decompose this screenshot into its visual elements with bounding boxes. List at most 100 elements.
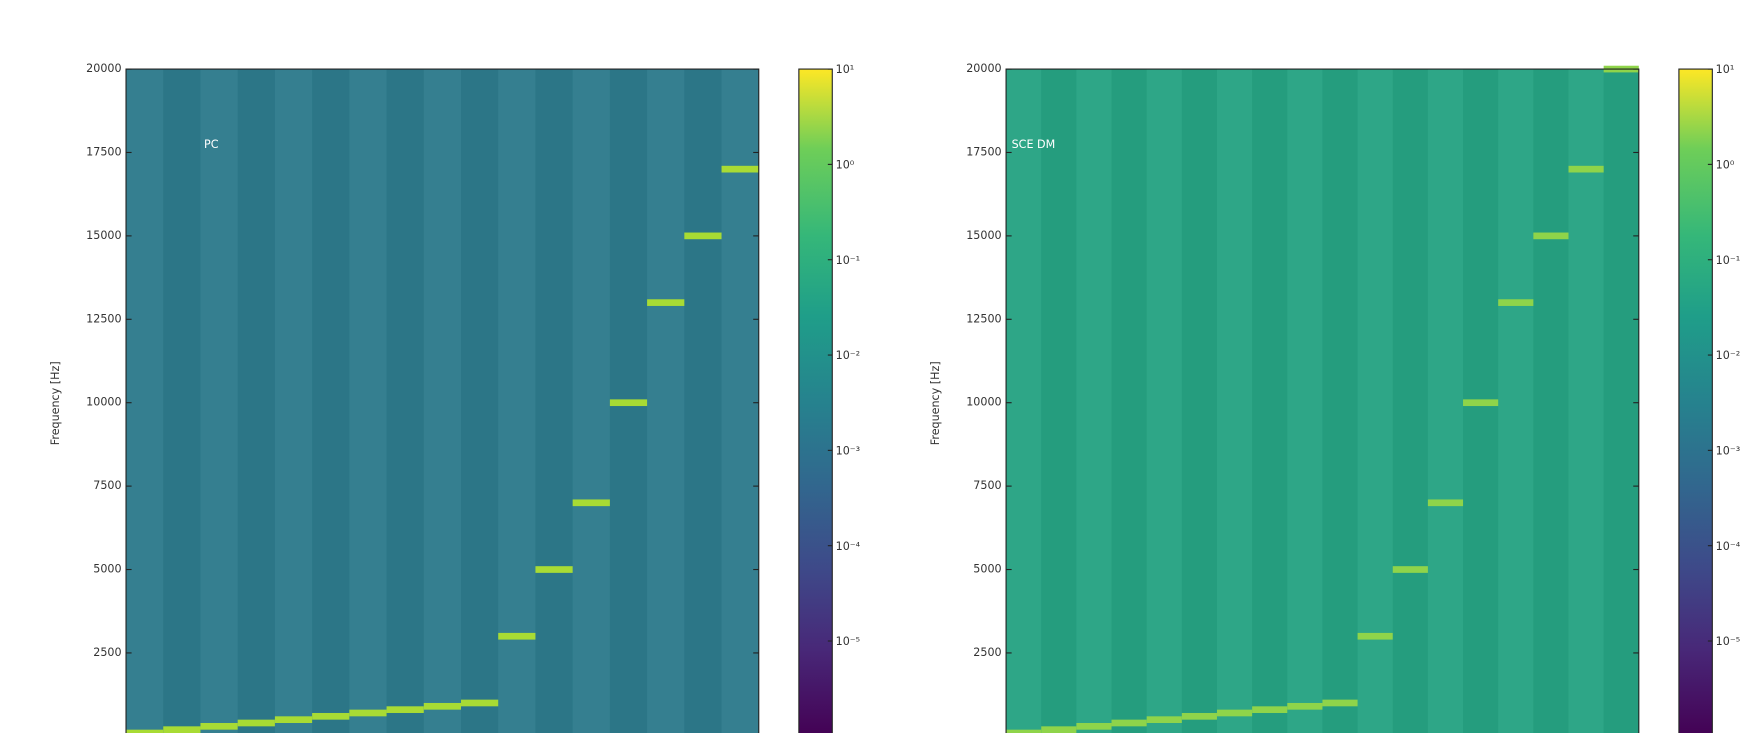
column-shade (1041, 69, 1076, 733)
colorbar-tick-label: 10⁻⁵ (1716, 635, 1741, 648)
y-tick-label: 5000 (93, 563, 121, 576)
column-shade (1322, 69, 1357, 733)
colorbar (1678, 68, 1713, 733)
tone (1357, 632, 1393, 640)
y-tick-label: 15000 (86, 229, 121, 242)
panel-title: SCE DM (1012, 138, 1056, 151)
y-tick-label: 15000 (966, 229, 1001, 242)
column-shade (312, 69, 349, 733)
tone (1111, 719, 1147, 727)
colorbar-tick-label: 10⁻⁴ (836, 540, 861, 553)
tone (237, 719, 275, 727)
y-tick-label: 7500 (93, 479, 121, 492)
tone (163, 726, 201, 733)
colorbar (798, 68, 833, 733)
column-shade (1006, 69, 1041, 733)
tone (274, 716, 313, 724)
tone (1427, 499, 1464, 507)
colorbar-tick-label: 10⁻¹ (1716, 254, 1741, 267)
colorbar-tick-label: 10⁰ (1716, 159, 1735, 172)
column-shade (647, 69, 684, 733)
tone (1041, 726, 1077, 733)
tone (423, 702, 461, 710)
tone (1392, 566, 1428, 573)
column-shade (349, 69, 386, 733)
y-tick-label: 2500 (93, 646, 121, 659)
colorbar-tick-label: 10⁻² (1716, 349, 1741, 362)
colorbar-tick-label: 10⁰ (836, 159, 855, 172)
tone (1533, 232, 1569, 240)
y-axis-label: Frequency [Hz] (929, 361, 942, 445)
colorbar-tick-label: 10⁻⁴ (1716, 540, 1741, 553)
tone (1181, 712, 1217, 720)
tone (460, 699, 499, 707)
y-tick-label: 12500 (86, 312, 121, 325)
y-tick-label: 10000 (966, 396, 1001, 409)
y-tick-label: 7500 (973, 479, 1001, 492)
y-tick-label: 17500 (966, 145, 1001, 158)
tone (1252, 706, 1288, 713)
column-shade (163, 69, 200, 733)
y-tick-label: 2500 (973, 646, 1001, 659)
plot-background (126, 69, 759, 733)
tone (572, 499, 610, 507)
tone (535, 566, 573, 573)
column-shade (573, 69, 610, 733)
column-shade (126, 69, 163, 733)
tone (200, 722, 238, 730)
y-tick-label: 20000 (86, 62, 121, 75)
column-shade (1428, 69, 1463, 733)
tone (498, 632, 536, 640)
tone (609, 399, 648, 407)
colorbar-tick-label: 10¹ (1716, 63, 1735, 76)
tone (1006, 729, 1042, 733)
tone (647, 299, 685, 306)
column-shade (1393, 69, 1428, 733)
tone (1322, 699, 1358, 707)
tone (1146, 716, 1182, 724)
column-shade (200, 69, 237, 733)
tone (349, 709, 387, 717)
column-shade (1076, 69, 1111, 733)
tone (1216, 709, 1253, 717)
tone (684, 232, 722, 240)
column-shade (1533, 69, 1568, 733)
colorbar-tick-label: 10¹ (836, 63, 855, 76)
colorbar-tick-label: 10⁻⁵ (836, 635, 861, 648)
tone (1568, 165, 1604, 173)
column-shade (1498, 69, 1533, 733)
y-tick-label: 17500 (86, 145, 121, 158)
tone (1498, 299, 1534, 306)
tone (312, 712, 350, 720)
tone (721, 165, 759, 173)
column-shade (275, 69, 312, 733)
column-shade (1217, 69, 1252, 733)
y-tick-label: 10000 (86, 396, 121, 409)
tone (1287, 702, 1323, 710)
y-axis-label: Frequency [Hz] (49, 361, 62, 445)
column-shade (424, 69, 461, 733)
colorbar-tick-label: 10⁻¹ (836, 254, 861, 267)
column-shade (1604, 69, 1639, 733)
tone (126, 729, 164, 733)
colorbar-tick-label: 10⁻³ (836, 444, 861, 457)
tone (386, 706, 424, 713)
tone (1463, 399, 1499, 407)
y-tick-label: 20000 (966, 62, 1001, 75)
column-shade (1147, 69, 1182, 733)
y-tick-label: 5000 (973, 563, 1001, 576)
column-shade (1182, 69, 1217, 733)
tone (1076, 722, 1112, 730)
column-shade (461, 69, 498, 733)
colorbar-tick-label: 10⁻² (836, 349, 861, 362)
column-shade (238, 69, 275, 733)
column-shade (1112, 69, 1147, 733)
plot-background (1006, 69, 1639, 733)
column-shade (1287, 69, 1322, 733)
column-shade (1252, 69, 1287, 733)
y-tick-label: 12500 (966, 312, 1001, 325)
column-shade (684, 69, 721, 733)
column-shade (535, 69, 572, 733)
